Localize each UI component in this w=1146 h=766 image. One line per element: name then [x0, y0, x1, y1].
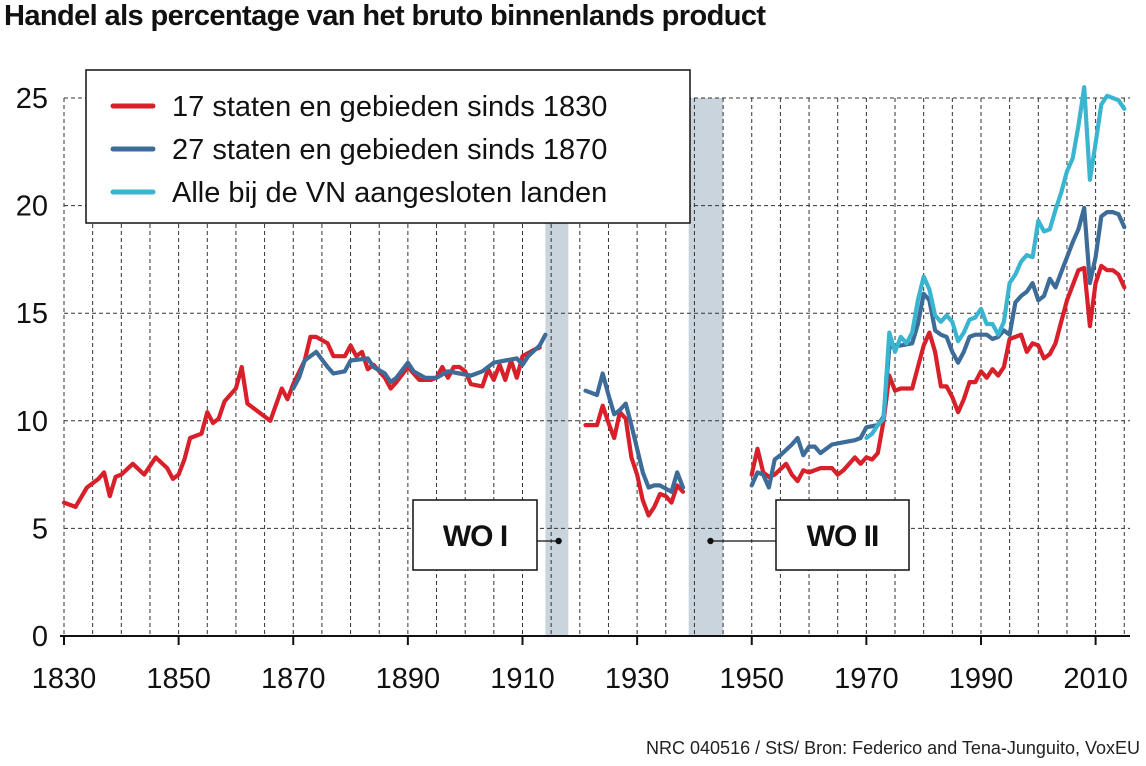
x-tick-label: 1870 [261, 663, 326, 695]
series-2-line-segment [749, 205, 1127, 490]
legend-label: 27 staten en gebieden sinds 1870 [172, 134, 607, 166]
war-marker-dot [555, 537, 562, 545]
legend-label: 17 staten en gebieden sinds 1830 [172, 91, 607, 123]
war-label: WO I [443, 520, 507, 553]
series-2-line-segment [583, 371, 686, 494]
war-marker-dot [707, 537, 714, 545]
series-2-line-segment [291, 332, 548, 391]
x-tick-label: 1830 [32, 663, 97, 695]
y-tick-label: 15 [16, 298, 48, 330]
y-tick-label: 20 [16, 191, 48, 223]
y-tick-label: 5 [32, 513, 48, 545]
x-tick-label: 1850 [146, 663, 211, 695]
series-1-line-segment [583, 403, 686, 518]
x-tick-label: 1890 [376, 663, 441, 695]
chart-title: Handel als percentage van het bruto binn… [4, 0, 766, 32]
legend-box [85, 69, 691, 224]
war-label-box [412, 499, 538, 571]
series-1-line-segment [61, 334, 542, 509]
legend: 17 staten en gebieden sinds 1830 27 state… [85, 69, 691, 224]
x-tick-label: 1970 [834, 663, 899, 695]
x-tick-label: 2010 [1063, 663, 1128, 695]
axis-layer: 1830 1850 1870 1890 1910 1930 1950 1970 1990 2010… [16, 83, 1130, 695]
war-label: WO II [807, 520, 879, 553]
x-tick-label: 1930 [605, 663, 670, 695]
y-tick-label: 0 [32, 621, 48, 653]
legend-label: Alle bij de VN aangesloten landen [172, 177, 607, 209]
series-layer [61, 85, 1127, 518]
war-band-2 [688, 98, 724, 636]
series-3-line-segment [864, 85, 1127, 441]
war-label-box [775, 499, 910, 571]
x-tick-label: 1950 [719, 663, 784, 695]
source-note: NRC 040516 / StS/ Bron: Federico and Ten… [646, 738, 1140, 758]
series-1-line-segment [749, 263, 1127, 484]
y-tick-label: 10 [16, 406, 48, 438]
x-tick-label: 1990 [949, 663, 1014, 695]
x-tick-label: 1910 [490, 663, 555, 695]
y-tick-label: 25 [16, 83, 48, 115]
war-annotation-layer: WO I WO II [412, 499, 910, 571]
